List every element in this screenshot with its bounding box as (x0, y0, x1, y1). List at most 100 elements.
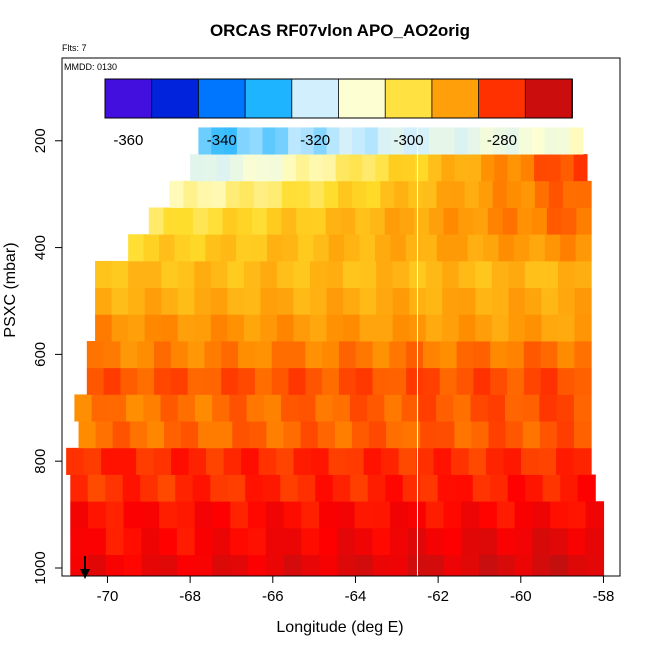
heat-cell (514, 527, 533, 556)
heat-cell (118, 447, 137, 475)
heat-cell (478, 180, 494, 208)
heat-cell (421, 234, 438, 262)
heat-cell (101, 447, 120, 475)
heat-cell (473, 341, 491, 369)
heat-cell (310, 180, 325, 208)
heat-cell (392, 260, 410, 289)
heat-cell (507, 341, 525, 369)
heat-cell (159, 501, 178, 529)
heat-cell (556, 447, 575, 475)
x-tick-label: -60 (510, 588, 532, 605)
heat-cell (281, 394, 299, 422)
heat-cell (338, 341, 357, 369)
heat-cell (315, 474, 334, 502)
heat-cell (301, 554, 320, 576)
heat-cell (376, 287, 394, 315)
heat-cell (350, 474, 369, 502)
heat-cell (585, 554, 605, 576)
heat-cell (105, 554, 125, 576)
heat-cell (227, 260, 245, 289)
heat-cell (141, 554, 160, 576)
heatmap (66, 127, 605, 576)
heat-cell (210, 474, 229, 502)
heat-cell (529, 234, 546, 262)
heat-cell (491, 260, 509, 289)
x-axis: -70 -68 -66 -64 -62 -60 -58 (97, 576, 614, 605)
heat-cell (178, 207, 194, 235)
heat-cell (480, 127, 494, 155)
heat-cell (532, 554, 551, 576)
heat-cell (557, 341, 575, 369)
heat-cell (443, 501, 462, 529)
heat-cell (458, 207, 474, 235)
heat-cell (144, 314, 162, 342)
x-tick-label: -66 (262, 588, 284, 605)
heat-cell (355, 341, 374, 369)
heat-cell (368, 421, 387, 449)
heat-cell (227, 314, 245, 342)
heat-cell (281, 207, 297, 235)
colorbar-cell (104, 78, 153, 119)
heat-cell (143, 234, 160, 262)
colorbar-tick-label: -280 (487, 132, 517, 149)
heat-cell (349, 394, 368, 422)
heat-cell (301, 501, 320, 529)
heat-cell (496, 527, 516, 556)
colorbar-frame (104, 78, 573, 119)
heat-cell (366, 180, 381, 208)
heat-cell (293, 447, 312, 475)
heat-cell (548, 180, 564, 208)
heat-cell (402, 474, 421, 502)
heat-cell (344, 234, 361, 262)
heat-cell (425, 260, 443, 289)
colorbar-cell (524, 78, 573, 119)
heat-cell (364, 127, 379, 155)
heat-cell (539, 421, 558, 449)
heat-cell (229, 154, 244, 182)
heat-cell (169, 180, 185, 208)
heat-cell (514, 501, 533, 529)
heat-cell (491, 314, 509, 342)
heat-cell (211, 180, 227, 208)
heat-cell (212, 501, 231, 529)
heat-cell (111, 287, 129, 315)
heat-cell (336, 527, 356, 556)
heat-cell (575, 234, 592, 262)
heat-cell (282, 154, 297, 182)
heat-cell (544, 127, 558, 155)
heat-cell (216, 154, 231, 182)
heat-cell (464, 180, 480, 208)
heat-cell (547, 154, 562, 182)
heat-cell (258, 447, 277, 475)
heat-cell (486, 447, 505, 475)
heat-cell (322, 154, 337, 182)
heat-cell (390, 527, 409, 556)
heat-cell (293, 287, 311, 315)
heat-cell (95, 314, 113, 342)
heat-cell (78, 421, 97, 449)
heat-cell (363, 447, 382, 475)
heat-cell (376, 260, 394, 289)
heat-cell (425, 527, 445, 556)
heat-cell (282, 234, 299, 262)
heat-cell (436, 180, 452, 208)
heat-cell (494, 154, 509, 182)
flights-label: Flts: 7 (62, 43, 87, 53)
heat-cell (550, 527, 569, 556)
heat-cell (238, 367, 256, 395)
heat-cell (538, 447, 557, 475)
heat-cell (506, 180, 522, 208)
heat-cell (556, 421, 575, 449)
heat-cell (66, 447, 85, 475)
heat-cell (88, 501, 107, 529)
heat-cell (479, 527, 498, 556)
heat-cell (176, 554, 196, 576)
heat-cell (248, 501, 267, 529)
heat-cell (288, 367, 306, 395)
heat-cell (265, 554, 285, 576)
heat-cell (467, 234, 484, 262)
heat-cell (295, 180, 311, 208)
heat-cell (198, 421, 216, 449)
heat-cell (298, 394, 317, 422)
heat-cell (394, 180, 409, 208)
